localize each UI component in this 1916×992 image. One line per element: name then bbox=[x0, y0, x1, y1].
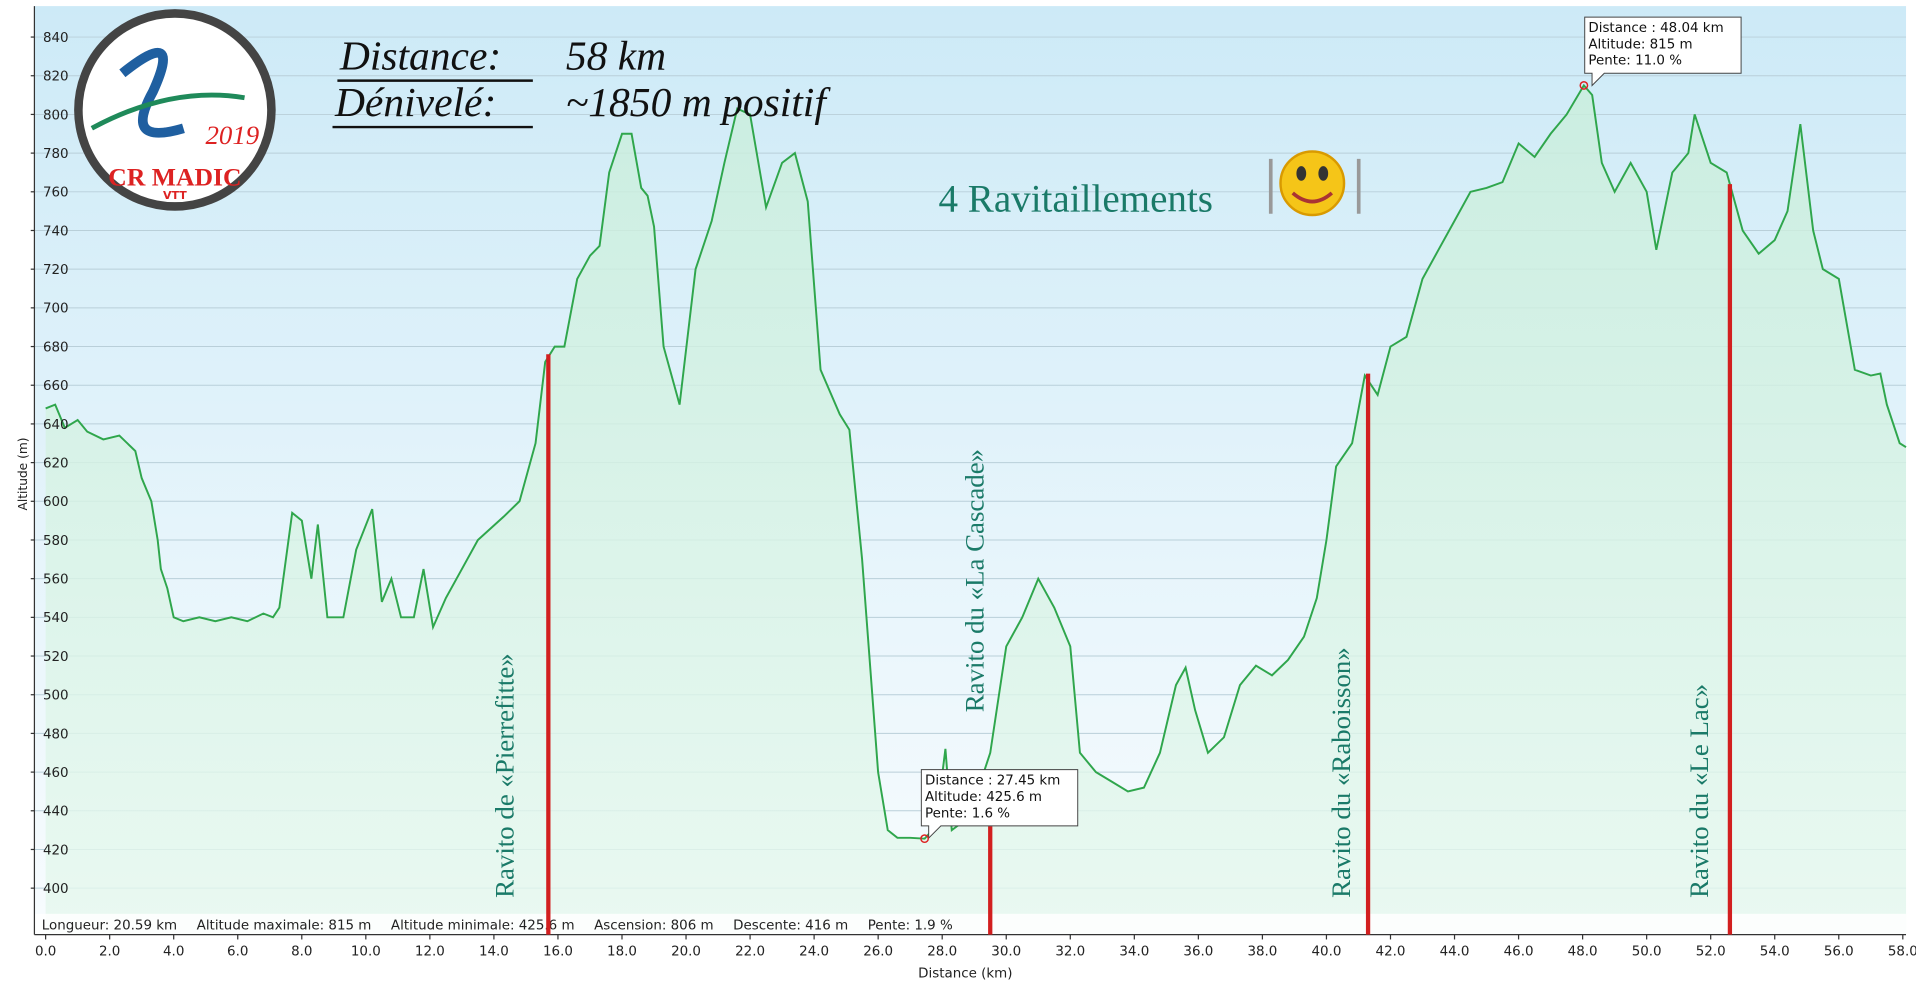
tooltip-text: Pente: 11.0 % bbox=[1588, 54, 1682, 69]
stat: Altitude maximale: 815 m bbox=[197, 919, 372, 934]
tooltip-box bbox=[920, 769, 1079, 840]
x-tick-label: 40.0 bbox=[1312, 944, 1342, 959]
y-tick-label: 820 bbox=[43, 70, 69, 85]
stats: Longueur: 20.59 km Altitude maximale: 815… bbox=[42, 919, 953, 934]
y-tick-label: 640 bbox=[43, 418, 69, 433]
x-tick-label: 24.0 bbox=[799, 944, 829, 959]
y-tick-label: 780 bbox=[43, 147, 69, 162]
x-tick-label: 44.0 bbox=[1440, 944, 1470, 959]
subtitle: 4 Ravitaillements bbox=[938, 177, 1213, 220]
x-tick-label: 4.0 bbox=[163, 944, 184, 959]
plot bbox=[45, 83, 1907, 935]
logo: 2019 CR MADIC VTT bbox=[74, 9, 276, 211]
x-tick-label: 12.0 bbox=[415, 944, 445, 959]
y-tick-label: 800 bbox=[43, 108, 69, 123]
y-tick-label: 760 bbox=[43, 186, 69, 201]
x-tick-label: 56.0 bbox=[1824, 944, 1854, 959]
stat: Descente: 416 m bbox=[733, 919, 848, 934]
x-tick-label: 14.0 bbox=[479, 944, 509, 959]
smiley-icon bbox=[1268, 150, 1361, 217]
y-tick-label: 460 bbox=[43, 766, 69, 781]
y-tick-label: 580 bbox=[43, 534, 69, 549]
area bbox=[45, 85, 1907, 935]
x-tick-label: 0.0 bbox=[35, 944, 56, 959]
stat: Ascension: 806 m bbox=[594, 919, 714, 934]
x-tick-label: 54.0 bbox=[1760, 944, 1790, 959]
ravito-label: Ravito du «Le Lac» bbox=[1684, 684, 1714, 898]
y-tick-label: 720 bbox=[43, 263, 69, 278]
stat: Pente: 1.9 % bbox=[868, 919, 953, 934]
x-tick-label: 22.0 bbox=[735, 944, 765, 959]
tooltip-text: Distance : 48.04 km bbox=[1588, 21, 1723, 36]
stat: Longueur: 20.59 km bbox=[42, 919, 177, 934]
logo-sub: VTT bbox=[163, 189, 187, 202]
logo-name: CR MADIC bbox=[108, 163, 241, 192]
y-axis-label: Altitude (m) bbox=[16, 438, 30, 511]
y-tick-label: 600 bbox=[43, 495, 69, 510]
headline-label: Dénivelé: bbox=[334, 79, 496, 125]
x-tick-label: 8.0 bbox=[291, 944, 312, 959]
stats-band bbox=[34, 913, 1907, 935]
x-tick-label: 50.0 bbox=[1632, 944, 1662, 959]
x-tick-label: 46.0 bbox=[1504, 944, 1534, 959]
headline: Distance: 58 km Dénivelé: ~1850 m positi… bbox=[332, 33, 832, 129]
y-tick-label: 840 bbox=[43, 31, 69, 46]
ravito-label: Ravito du «La Cascade» bbox=[960, 449, 990, 712]
stat: Altitude minimale: 425.6 m bbox=[391, 919, 575, 934]
tooltip-text: Altitude: 815 m bbox=[1588, 37, 1692, 52]
y-tick-label: 400 bbox=[43, 882, 69, 897]
y-tick-label: 480 bbox=[43, 727, 69, 742]
x-tick-label: 34.0 bbox=[1119, 944, 1149, 959]
y-tick-label: 740 bbox=[43, 224, 69, 239]
headline-value: 58 km bbox=[566, 33, 666, 79]
ravito-label: Ravito du «Raboisson» bbox=[1326, 647, 1356, 898]
y-tick-label: 620 bbox=[43, 456, 69, 471]
headline-label: Distance: bbox=[339, 33, 501, 79]
x-tick-label: 30.0 bbox=[991, 944, 1021, 959]
x-tick-label: 18.0 bbox=[607, 944, 637, 959]
y-tick-label: 560 bbox=[43, 573, 69, 588]
x-tick-label: 32.0 bbox=[1055, 944, 1085, 959]
x-tick-label: 58.0 bbox=[1888, 944, 1916, 959]
x-tick-label: 42.0 bbox=[1376, 944, 1406, 959]
y-tick-label: 660 bbox=[43, 379, 69, 394]
x-tick-label: 52.0 bbox=[1696, 944, 1726, 959]
x-tick-label: 26.0 bbox=[863, 944, 893, 959]
tooltip-text: Distance : 27.45 km bbox=[925, 773, 1060, 788]
y-tick-label: 700 bbox=[43, 302, 69, 317]
y-tick-label: 520 bbox=[43, 650, 69, 665]
tooltip-marker bbox=[1579, 81, 1589, 90]
line bbox=[45, 83, 1907, 840]
x-tick-label: 10.0 bbox=[351, 944, 381, 959]
y-tick-label: 440 bbox=[43, 805, 69, 820]
tooltip-box bbox=[1584, 16, 1742, 87]
x-tick-label: 16.0 bbox=[543, 944, 573, 959]
y-tick-label: 500 bbox=[43, 689, 69, 704]
overlay: Ravito de «Pierrefitte» Ravito du «La Cas… bbox=[489, 16, 1742, 935]
x-tick-label: 38.0 bbox=[1247, 944, 1277, 959]
x-axis-label: Distance (km) bbox=[918, 966, 1012, 981]
x-tick-label: 2.0 bbox=[99, 944, 120, 959]
logo-year: 2019 bbox=[205, 120, 259, 150]
tooltip-text: Pente: 1.6 % bbox=[925, 806, 1010, 821]
x-tick-label: 20.0 bbox=[671, 944, 701, 959]
headline-value: ~1850 m positif bbox=[566, 79, 832, 125]
x-tick-label: 28.0 bbox=[927, 944, 957, 959]
tooltip-text: Altitude: 425.6 m bbox=[925, 790, 1042, 805]
ravito-label: Ravito de «Pierrefitte» bbox=[489, 653, 519, 898]
y-tick-label: 540 bbox=[43, 611, 69, 626]
x-tick-label: 6.0 bbox=[227, 944, 248, 959]
x-tick-label: 48.0 bbox=[1568, 944, 1598, 959]
tooltip-marker bbox=[920, 834, 929, 844]
y-tick-label: 420 bbox=[43, 843, 69, 858]
y-tick-label: 680 bbox=[43, 340, 69, 355]
x-tick-label: 36.0 bbox=[1183, 944, 1213, 959]
